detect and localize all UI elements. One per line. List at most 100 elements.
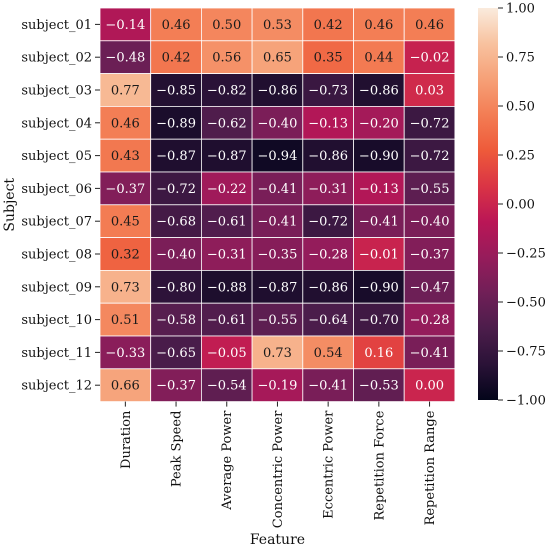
heatmap-cell xyxy=(200,7,253,42)
cell-value-label: −0.61 xyxy=(207,313,247,328)
heatmap-cell xyxy=(251,237,304,271)
heatmap-cell xyxy=(251,368,304,402)
cell-value-label: 0.42 xyxy=(162,51,191,66)
colorbar-tick-label: −0.50 xyxy=(506,296,546,311)
cell-value-label: 0.44 xyxy=(364,51,393,66)
cell-value-label: 0.46 xyxy=(111,116,140,131)
cell-value-label: −0.58 xyxy=(156,313,196,328)
colorbar-tick-label: 1.00 xyxy=(506,2,535,17)
heatmap-cell xyxy=(403,106,456,140)
cell-value-label: −0.40 xyxy=(258,116,298,131)
heatmap-cell xyxy=(99,237,152,271)
heatmap-cell xyxy=(200,73,253,107)
cell-value-label: −0.37 xyxy=(410,248,450,263)
heatmap-cell xyxy=(150,368,202,402)
colorbar-ticks: 1.00 0.75 0.50 0.25 0.00 −0.25 −0.50 −0.75 −1.00 xyxy=(498,2,546,409)
heatmap-cell xyxy=(403,204,456,239)
heatmap-cell xyxy=(150,237,202,271)
heatmap-cell xyxy=(200,204,253,239)
cell-value-label: −0.37 xyxy=(156,379,196,394)
cell-value-label: 0.00 xyxy=(415,379,444,394)
heatmap-cell xyxy=(302,368,354,402)
cell-value-label: −0.01 xyxy=(359,248,399,263)
cell-value-label: −0.87 xyxy=(156,149,196,164)
cell-value-label: 0.03 xyxy=(415,84,444,99)
cell-value-label: −0.80 xyxy=(156,280,196,295)
heatmap-cell xyxy=(99,7,152,42)
cell-value-label: −0.31 xyxy=(207,248,247,263)
cell-value-label: −0.37 xyxy=(105,182,145,197)
cell-value-label: −0.90 xyxy=(359,280,399,295)
colorbar-tick-label: 0.25 xyxy=(506,149,535,164)
cell-value-label: 0.45 xyxy=(111,215,140,230)
cell-value-label: −0.47 xyxy=(410,280,450,295)
heatmap-cell xyxy=(403,40,456,74)
heatmap-cell xyxy=(99,302,152,337)
heatmap-cell xyxy=(353,204,405,239)
cell-value-label: −0.86 xyxy=(359,84,399,99)
colorbar-tick-label: −0.75 xyxy=(506,345,546,360)
cell-value-label: −0.19 xyxy=(258,379,298,394)
cell-value-label: −0.87 xyxy=(207,149,247,164)
cell-value-label: −0.14 xyxy=(105,18,145,33)
cell-value-label: −0.40 xyxy=(410,215,450,230)
cell-value-label: −0.73 xyxy=(308,84,348,99)
cell-value-label: −0.41 xyxy=(359,215,399,230)
cell-value-label: −0.94 xyxy=(258,149,298,164)
heatmap-cell xyxy=(200,302,253,337)
y-tick-label: subject_12 xyxy=(21,379,92,394)
y-tick-label: subject_05 xyxy=(21,149,92,164)
heatmap-cell xyxy=(251,73,304,107)
cell-value-label: 0.51 xyxy=(111,313,140,328)
x-axis-title: Feature xyxy=(250,532,305,548)
y-tick-label: subject_09 xyxy=(21,280,92,295)
cell-value-label: −0.41 xyxy=(308,379,348,394)
cell-value-label: 0.16 xyxy=(364,346,393,361)
cell-value-label: 0.54 xyxy=(314,346,343,361)
x-tick-label: Eccentric Power xyxy=(322,410,337,519)
cell-value-label: −0.22 xyxy=(207,182,247,197)
cell-value-label: −0.31 xyxy=(308,182,348,197)
cell-value-label: −0.55 xyxy=(410,182,450,197)
heatmap-cell xyxy=(150,171,202,206)
cell-value-label: 0.53 xyxy=(263,18,292,33)
colorbar-tick-label: 0.00 xyxy=(506,198,535,213)
heatmap-cell xyxy=(302,204,354,239)
cell-value-label: −0.86 xyxy=(308,149,348,164)
heatmap-cell xyxy=(251,204,304,239)
y-tick-labels: subject_01 subject_02 subject_03 subject_04… xyxy=(21,18,100,394)
heatmap-cells xyxy=(99,7,456,402)
cell-value-label: −0.82 xyxy=(207,84,247,99)
x-tick-label: Concentric Power xyxy=(271,410,286,528)
y-tick-label: subject_11 xyxy=(21,346,92,361)
colorbar-tick-label: −0.25 xyxy=(506,247,546,262)
cell-value-label: 0.46 xyxy=(162,18,191,33)
cell-value-label: −0.87 xyxy=(258,280,298,295)
y-tick-label: subject_04 xyxy=(21,116,92,131)
cell-value-label: −0.41 xyxy=(258,182,298,197)
heatmap-cell xyxy=(99,204,152,239)
heatmap-cell xyxy=(353,7,405,42)
cell-value-label: −0.20 xyxy=(359,116,399,131)
cell-value-label: 0.73 xyxy=(111,280,140,295)
y-tick-label: subject_02 xyxy=(21,51,92,66)
cell-value-label: −0.62 xyxy=(207,116,247,131)
heatmap-cell xyxy=(302,171,354,206)
heatmap-cell xyxy=(99,106,152,140)
cell-value-label: −0.90 xyxy=(359,149,399,164)
heatmap-cell xyxy=(353,106,405,140)
y-axis-title: Subject xyxy=(2,178,18,232)
cell-value-label: −0.05 xyxy=(207,346,247,361)
heatmap-cell xyxy=(251,302,304,337)
heatmap-cell xyxy=(302,269,354,304)
cell-value-label: 0.46 xyxy=(415,18,444,33)
heatmap-cell xyxy=(403,335,456,370)
heatmap-cell xyxy=(251,335,304,370)
heatmap-cell xyxy=(99,368,152,402)
cell-value-label: −0.64 xyxy=(308,313,348,328)
x-tick-label: Repetition Force xyxy=(372,410,387,520)
heatmap-cell xyxy=(302,302,354,337)
colorbar-tick-label: −1.00 xyxy=(506,394,546,409)
cell-value-label: −0.72 xyxy=(156,182,196,197)
cell-value-label: 0.50 xyxy=(212,18,241,33)
